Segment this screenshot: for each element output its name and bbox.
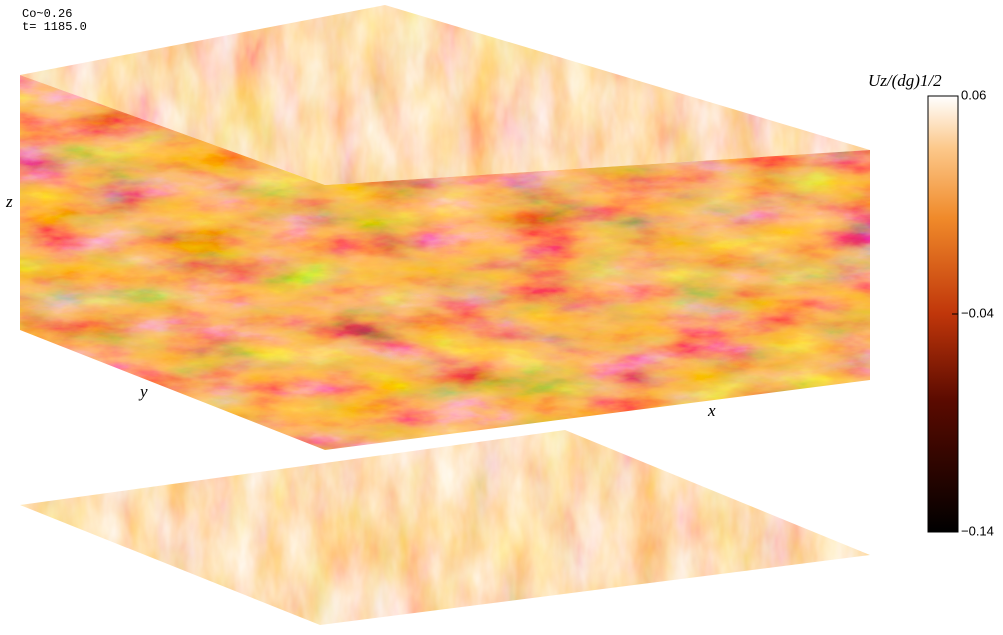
right-face: [325, 150, 870, 450]
annotation: t= 1185.0: [22, 20, 87, 34]
left-face: [20, 75, 325, 450]
bottom-slice: [20, 430, 870, 625]
tick-label: −0.14: [961, 523, 994, 538]
colorbar-label: Uz/(dg)1/2: [868, 71, 942, 90]
annotation: Co~0.26: [22, 7, 72, 21]
colorbar-ticks: 0.06 −0.04 −0.14: [952, 87, 994, 538]
tick-label: −0.04: [961, 305, 994, 320]
axis-label: x: [707, 401, 716, 420]
top-face: [20, 5, 870, 185]
axis-label: y: [138, 382, 148, 401]
tick-label: 0.06: [961, 87, 986, 102]
axis-label: z: [5, 192, 13, 211]
